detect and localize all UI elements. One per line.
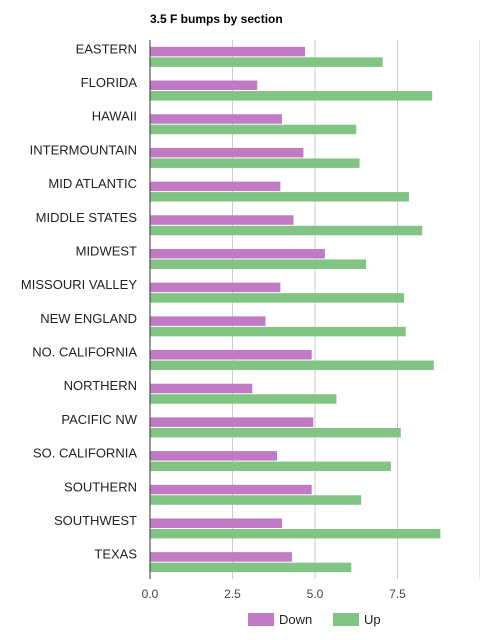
x-tick-label-3: 7.5 bbox=[389, 587, 406, 601]
category-label-6: MIDWEST bbox=[76, 243, 137, 258]
legend: Down Up bbox=[248, 612, 381, 627]
bar-up-14 bbox=[150, 528, 441, 539]
category-label-13: SOUTHERN bbox=[64, 479, 137, 494]
category-label-0: EASTERN bbox=[76, 41, 137, 56]
bar-up-6 bbox=[150, 259, 367, 269]
bar-up-8 bbox=[150, 326, 406, 337]
bar-up-13 bbox=[150, 495, 362, 505]
bar-down-4 bbox=[150, 181, 281, 192]
bar-up-12 bbox=[150, 461, 391, 472]
bar-down-11 bbox=[150, 417, 314, 427]
bar-series bbox=[150, 46, 441, 573]
category-label-4: MID ATLANTIC bbox=[48, 176, 137, 191]
legend-swatch-up bbox=[333, 613, 359, 626]
bar-down-9 bbox=[150, 350, 312, 360]
bar-down-1 bbox=[150, 80, 258, 91]
bar-down-6 bbox=[150, 248, 325, 259]
category-label-8: NEW ENGLAND bbox=[40, 311, 137, 326]
x-tick-label-0: 0.0 bbox=[142, 587, 159, 601]
bar-down-8 bbox=[150, 316, 266, 326]
bar-down-13 bbox=[150, 484, 312, 495]
bar-down-5 bbox=[150, 215, 294, 225]
category-labels: EASTERN FLORIDA HAWAII INTERMOUNTAIN MID ATL… bbox=[21, 41, 138, 561]
x-tick-labels: 0.0 2.5 5.0 7.5 bbox=[142, 587, 407, 601]
bar-up-11 bbox=[150, 427, 401, 438]
bar-down-2 bbox=[150, 114, 282, 124]
bar-down-15 bbox=[150, 552, 292, 562]
x-tick-label-1: 2.5 bbox=[224, 587, 241, 601]
category-label-7: MISSOURI VALLEY bbox=[21, 277, 137, 292]
bar-up-0 bbox=[150, 57, 383, 67]
category-label-3: INTERMOUNTAIN bbox=[30, 142, 137, 157]
category-label-12: SO. CALIFORNIA bbox=[33, 446, 137, 461]
category-label-14: SOUTHWEST bbox=[54, 513, 137, 528]
bar-up-3 bbox=[150, 158, 360, 168]
bar-down-10 bbox=[150, 383, 253, 394]
chart-title: 3.5 F bumps by section bbox=[150, 12, 283, 26]
bar-down-7 bbox=[150, 282, 281, 293]
legend-label-down: Down bbox=[279, 612, 312, 627]
bar-up-1 bbox=[150, 91, 433, 101]
legend-label-up: Up bbox=[364, 612, 381, 627]
bar-down-14 bbox=[150, 518, 282, 528]
bar-up-7 bbox=[150, 293, 405, 303]
bar-up-9 bbox=[150, 360, 434, 371]
x-tick-label-2: 5.0 bbox=[307, 587, 324, 601]
category-label-15: TEXAS bbox=[94, 547, 137, 562]
category-label-9: NO. CALIFORNIA bbox=[32, 345, 137, 360]
bar-up-15 bbox=[150, 562, 352, 573]
category-label-5: MIDDLE STATES bbox=[36, 210, 138, 225]
bar-down-12 bbox=[150, 451, 278, 461]
category-label-11: PACIFIC NW bbox=[61, 412, 137, 427]
bar-down-0 bbox=[150, 46, 306, 57]
bar-up-10 bbox=[150, 394, 337, 404]
bar-up-2 bbox=[150, 124, 357, 135]
bar-up-5 bbox=[150, 225, 423, 236]
category-label-10: NORTHERN bbox=[64, 378, 137, 393]
legend-swatch-down bbox=[248, 613, 274, 626]
category-label-1: FLORIDA bbox=[81, 75, 138, 90]
bar-down-3 bbox=[150, 147, 304, 158]
category-label-2: HAWAII bbox=[92, 109, 137, 124]
bar-up-4 bbox=[150, 192, 410, 202]
